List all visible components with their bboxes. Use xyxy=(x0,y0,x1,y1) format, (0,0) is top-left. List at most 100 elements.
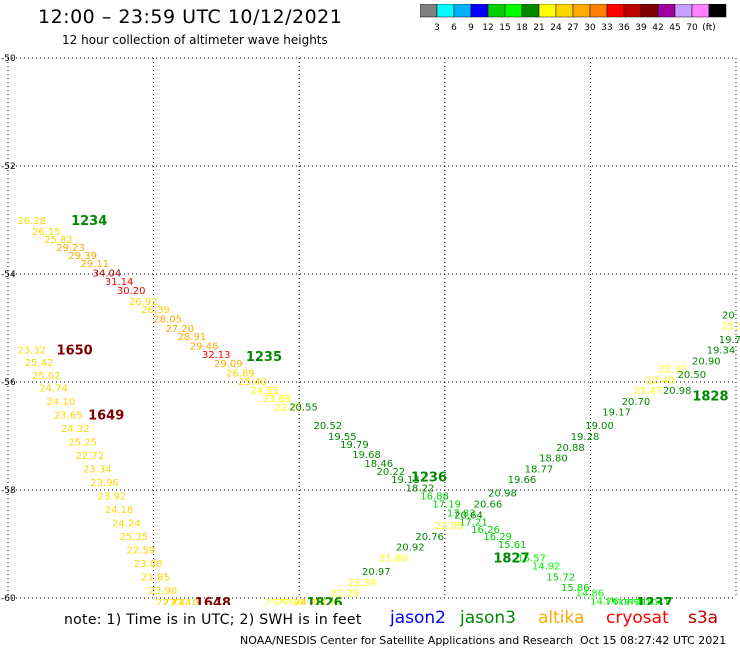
wave-height-value: 23.11 xyxy=(313,598,342,605)
colorbar-label: 18 xyxy=(516,23,528,33)
wave-height-value: 24.10 xyxy=(47,397,76,408)
colorbar-label: 3 xyxy=(434,23,440,33)
wave-height-value: 25.82 xyxy=(44,235,73,246)
colorbar-label: 12 xyxy=(482,23,493,33)
pass-time-label: 1826 xyxy=(306,596,342,605)
pass-time-label: 1236 xyxy=(411,471,447,486)
y-tick-label: -52 xyxy=(1,162,16,172)
page-subtitle: 12 hour collection of altimeter wave hei… xyxy=(62,33,328,47)
pass-time-label: 1650 xyxy=(57,344,93,359)
wave-height-value: 22.72 xyxy=(76,451,105,462)
wave-height-value: 32.13 xyxy=(202,350,231,361)
wave-height-value: 18.77 xyxy=(525,464,554,475)
wave-height-value: 22.32 xyxy=(658,365,687,376)
wave-height-value: 24.18 xyxy=(105,505,134,516)
wave-height-value: 31.14 xyxy=(105,277,134,288)
wave-height-value: 17.19 xyxy=(432,500,461,511)
pass-time-label: 1648 xyxy=(195,596,231,605)
pass-time-label: 1828 xyxy=(692,390,728,405)
wave-height-value: 14.92 xyxy=(532,562,561,573)
wave-height-value: 20.52 xyxy=(313,421,342,432)
wave-height-value: 15.72 xyxy=(546,572,575,583)
wave-height-value: 19.79 xyxy=(340,440,369,451)
wave-height-value: 25.25 xyxy=(68,437,97,448)
wave-height-value: 20.98 xyxy=(663,386,692,397)
legend-item-altika: altika xyxy=(538,608,585,628)
legend-item-cryosat: cryosat xyxy=(606,608,669,628)
wave-height-value: 19.13 xyxy=(391,475,420,486)
wave-height-value: 15.61 xyxy=(498,540,527,551)
wave-height-value: 14.76 xyxy=(590,597,619,605)
wave-height-map: 90939699102105-50-52-54-56-58-6026.2826.… xyxy=(1,54,740,605)
colorbar-label: 42 xyxy=(652,23,663,33)
wave-height-value: 29.23 xyxy=(56,243,85,254)
wave-height-value: 22.71 xyxy=(156,598,185,605)
wave-height-value: 24.32 xyxy=(61,424,90,435)
footer-note: note: 1) Time is in UTC; 2) SWH is in fe… xyxy=(64,612,362,628)
wave-height-value: 20.76 xyxy=(415,532,444,543)
wave-height-value: 26.28 xyxy=(17,216,46,227)
colorbar-label: 33 xyxy=(601,23,612,33)
colorbar-label: 27 xyxy=(567,23,578,33)
wave-height-value: 20.90 xyxy=(692,356,721,367)
wave-height-value: 23.32 xyxy=(17,346,46,357)
legend-item-jason3: jason3 xyxy=(460,608,516,628)
pass-time-label: 1237 xyxy=(637,596,673,605)
wave-height-value: 26.89 xyxy=(226,368,255,379)
wave-height-value: 20.98 xyxy=(488,489,517,500)
wave-height-value: 26.15 xyxy=(32,227,61,238)
y-tick-label: -58 xyxy=(1,486,16,496)
y-tick-label: -60 xyxy=(1,594,16,604)
wave-height-value: 21.47 xyxy=(634,386,663,397)
colorbar-label: 15 xyxy=(499,23,510,33)
colorbar-label: 39 xyxy=(635,23,647,33)
wave-height-value: 14.86 xyxy=(576,589,605,600)
wave-height-value: 21.85 xyxy=(141,572,170,583)
wave-height-value: 18.80 xyxy=(539,454,568,465)
wave-height-value: 23.65 xyxy=(54,410,83,421)
wave-height-value: 20.50 xyxy=(677,370,706,381)
wave-height-value: 17.83 xyxy=(447,509,476,520)
wave-height-value: 19.55 xyxy=(328,432,357,443)
wave-height-value: 20.70 xyxy=(622,397,651,408)
pass-time-label: 1234 xyxy=(71,214,107,229)
wave-height-value: 18.22 xyxy=(406,483,435,494)
wave-height-value: 19.66 xyxy=(508,475,537,486)
wave-height-value: 23.44 xyxy=(163,598,192,605)
wave-height-value: 20.97 xyxy=(362,567,391,578)
wave-height-value: 24.55 xyxy=(250,386,279,397)
wave-height-value: 15.86 xyxy=(561,583,590,594)
wave-height-value: 34.04 xyxy=(93,268,122,279)
wave-height-value: 14.41 xyxy=(641,598,670,605)
wave-height-value: 23.90 xyxy=(148,586,177,597)
pass-time-label: 1235 xyxy=(246,350,282,365)
wave-height-value: 19.68 xyxy=(352,450,381,461)
wave-height-value: 22.59 xyxy=(127,545,156,556)
wave-height-value: 17.21 xyxy=(459,517,488,528)
wave-height-value: 22.40 xyxy=(646,375,675,386)
generated-timestamp: Oct 15 08:27:42 UTC 2021 xyxy=(580,634,727,647)
wave-height-value: 20.88 xyxy=(556,443,585,454)
wave-height-value: 23.51 xyxy=(265,598,294,605)
wave-height-value: 25.42 xyxy=(25,358,54,369)
wave-height-value: 23.34 xyxy=(83,464,112,475)
wave-height-value: 25.40 xyxy=(238,377,267,388)
credit-text: NOAA/NESDIS Center for Satellite Applica… xyxy=(240,634,574,647)
wave-height-value: 25.02 xyxy=(32,371,61,382)
wave-height-value: 14.10 xyxy=(629,598,658,605)
colorbar-label: 30 xyxy=(584,23,596,33)
wave-height-value: 30.20 xyxy=(117,286,146,297)
page-title: 12:00 – 23:59 UTC 10/12/2021 xyxy=(38,6,343,28)
wave-height-value: 20 xyxy=(722,311,735,322)
wave-height-value: 23.96 xyxy=(90,478,119,489)
wave-height-value: 22.05 xyxy=(435,521,464,532)
colorbar-label: 21 xyxy=(533,23,544,33)
wave-height-value: 25.35 xyxy=(119,532,148,543)
colorbar-label: 9 xyxy=(468,23,474,33)
colorbar-label: 24 xyxy=(550,23,562,33)
wave-height-value: 22.10 xyxy=(170,598,199,605)
color-scale-bar: 3 6 9 12 15 18 21 24 27 30 33 36 39 42 45 70 (ft) xyxy=(420,4,727,33)
wave-height-value: 19.00 xyxy=(585,421,614,432)
wave-height-value: 23.68 xyxy=(263,394,292,405)
wave-height-value: 21.55 xyxy=(722,321,740,332)
